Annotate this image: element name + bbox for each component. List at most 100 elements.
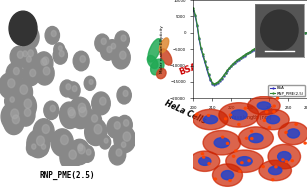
Circle shape <box>276 97 279 99</box>
Circle shape <box>42 57 49 65</box>
Circle shape <box>66 82 80 99</box>
Circle shape <box>21 52 34 70</box>
Ellipse shape <box>157 69 166 79</box>
Circle shape <box>21 45 37 65</box>
Circle shape <box>117 115 132 134</box>
Circle shape <box>285 132 287 133</box>
Circle shape <box>43 67 50 75</box>
Circle shape <box>12 115 19 124</box>
Circle shape <box>69 150 76 159</box>
Circle shape <box>94 124 102 134</box>
Ellipse shape <box>203 115 218 124</box>
Circle shape <box>69 139 90 165</box>
Circle shape <box>26 56 31 62</box>
Circle shape <box>10 46 27 67</box>
Circle shape <box>69 97 91 124</box>
Circle shape <box>221 136 224 138</box>
Circle shape <box>22 64 40 86</box>
Circle shape <box>84 110 102 131</box>
Circle shape <box>244 107 247 109</box>
RNP_PME(2.5) <box>216 81 220 83</box>
Ellipse shape <box>219 103 259 127</box>
Circle shape <box>28 31 35 39</box>
Circle shape <box>37 136 45 146</box>
Circle shape <box>107 46 112 53</box>
Circle shape <box>60 144 81 170</box>
Circle shape <box>79 144 83 149</box>
Circle shape <box>282 159 284 161</box>
Circle shape <box>14 67 19 75</box>
Circle shape <box>114 126 135 153</box>
Circle shape <box>229 114 231 116</box>
Circle shape <box>123 132 131 141</box>
Circle shape <box>92 92 110 115</box>
Circle shape <box>69 101 92 129</box>
RNP_PME(2.5) <box>262 43 265 45</box>
Circle shape <box>266 111 268 113</box>
Circle shape <box>60 135 68 145</box>
Legend: BSA, RNP_PME(2.5): BSA, RNP_PME(2.5) <box>269 85 305 96</box>
Circle shape <box>10 97 14 102</box>
Text: RNP_PME(2.5): RNP_PME(2.5) <box>40 171 95 180</box>
Ellipse shape <box>214 138 229 148</box>
RNP_PME(2.5) <box>220 77 223 79</box>
Ellipse shape <box>257 109 289 130</box>
Circle shape <box>91 115 98 122</box>
Circle shape <box>201 153 204 155</box>
Circle shape <box>1 103 24 131</box>
Circle shape <box>227 143 229 144</box>
Circle shape <box>262 166 264 167</box>
Circle shape <box>101 42 115 60</box>
RNP_PME(2.5) <box>233 61 237 63</box>
Circle shape <box>17 51 23 58</box>
Circle shape <box>17 47 30 64</box>
Line: BSA: BSA <box>193 9 307 85</box>
Circle shape <box>54 43 65 56</box>
Circle shape <box>84 76 96 90</box>
Circle shape <box>245 137 248 139</box>
Ellipse shape <box>199 157 211 165</box>
Circle shape <box>263 119 266 121</box>
Circle shape <box>104 138 108 143</box>
Circle shape <box>89 79 93 84</box>
Ellipse shape <box>212 164 243 186</box>
Circle shape <box>291 160 293 162</box>
Circle shape <box>51 129 73 156</box>
Circle shape <box>114 122 120 129</box>
Circle shape <box>115 31 129 49</box>
Circle shape <box>34 53 51 74</box>
Circle shape <box>73 51 89 71</box>
Text: BSA: BSA <box>177 62 198 77</box>
Ellipse shape <box>190 151 220 171</box>
Circle shape <box>123 90 128 97</box>
Circle shape <box>24 99 32 108</box>
Ellipse shape <box>159 38 169 53</box>
Ellipse shape <box>247 96 280 115</box>
Circle shape <box>15 93 37 119</box>
Text: HeLa Cells: HeLa Cells <box>163 98 207 125</box>
Circle shape <box>116 149 122 156</box>
Circle shape <box>53 47 67 64</box>
Circle shape <box>196 113 198 115</box>
Circle shape <box>22 18 36 35</box>
Circle shape <box>27 130 50 158</box>
Circle shape <box>71 140 86 159</box>
Circle shape <box>60 80 74 97</box>
Circle shape <box>117 86 131 104</box>
Circle shape <box>33 119 54 144</box>
Circle shape <box>9 11 37 46</box>
Circle shape <box>248 160 250 162</box>
Circle shape <box>59 51 64 57</box>
Ellipse shape <box>278 152 291 162</box>
Circle shape <box>42 125 49 133</box>
BSA <box>254 47 258 50</box>
Circle shape <box>68 107 75 116</box>
Circle shape <box>251 138 253 139</box>
Circle shape <box>28 50 33 57</box>
Ellipse shape <box>237 157 252 166</box>
Circle shape <box>60 104 80 129</box>
Circle shape <box>229 180 231 181</box>
Circle shape <box>238 123 240 125</box>
Ellipse shape <box>151 59 164 75</box>
Ellipse shape <box>226 150 263 172</box>
